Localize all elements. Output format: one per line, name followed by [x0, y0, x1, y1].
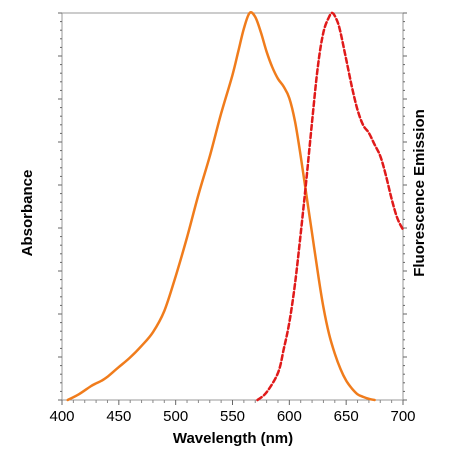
x-tick-label: 400	[49, 408, 74, 425]
right-axis-title: Fluorescence Emission	[411, 109, 428, 277]
left-axis-ticks	[58, 12, 62, 401]
x-tick-label: 550	[220, 408, 245, 425]
x-axis-title: Wavelength (nm)	[173, 430, 293, 447]
x-tick-label: 450	[106, 408, 131, 425]
x-tick-label: 650	[334, 408, 359, 425]
absorbance-series-line	[66, 11, 376, 402]
x-axis-ticks: 400 450 500 550 600 650 700	[49, 400, 416, 425]
series-layer	[66, 11, 405, 402]
x-tick-label: 700	[390, 408, 415, 425]
x-tick-label: 500	[163, 408, 188, 425]
x-tick-label: 600	[277, 408, 302, 425]
right-axis-ticks	[403, 12, 407, 401]
emission-series-line	[256, 11, 405, 402]
left-axis-title: Absorbance	[19, 170, 36, 257]
